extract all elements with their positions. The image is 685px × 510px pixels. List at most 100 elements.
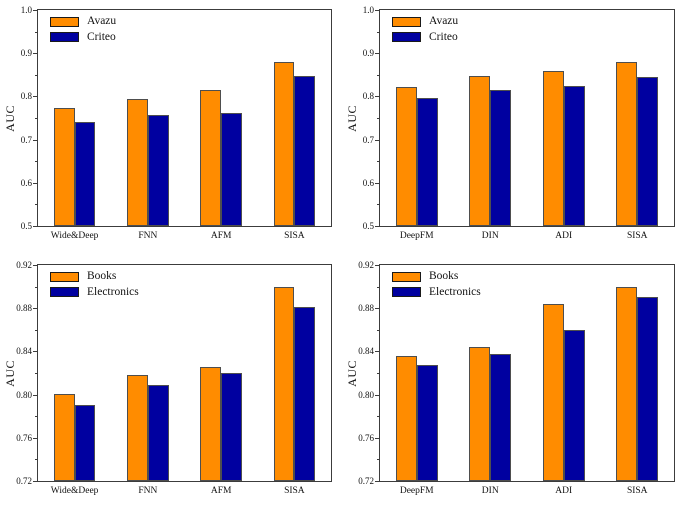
bar-electronics-fnn — [147, 384, 169, 481]
bar-avazu-din — [469, 75, 491, 226]
y-tick-label: 0.7 — [20, 134, 32, 145]
bar-books-wide&deep — [53, 393, 75, 481]
y-tick-label: 0.6 — [20, 177, 32, 188]
legend: Books Electronics — [50, 270, 139, 299]
legend-swatch-books — [392, 271, 421, 282]
y-tick-major — [33, 182, 38, 184]
y-tick-major — [375, 265, 380, 266]
y-tick-label: 0.84 — [16, 346, 32, 357]
bar-books-deepfm — [395, 355, 417, 481]
legend-swatch-electronics — [392, 287, 421, 298]
y-axis-label: AUC — [345, 264, 360, 482]
chart-top-right: AUC 0.5 0.6 0.7 0.8 0.9 1.0 DeepFM DIN ADI SISA Av… — [342, 0, 685, 255]
y-tick-label: 0.84 — [358, 346, 374, 357]
bar-electronics-sisa — [294, 307, 316, 481]
bar-avazu-deepfm — [395, 86, 417, 226]
legend-item-electronics: Electronics — [50, 286, 139, 299]
bar-criteo-fnn — [147, 114, 169, 226]
y-tick-minor — [35, 118, 38, 119]
y-tick-major — [375, 308, 380, 310]
y-tick-label: 0.7 — [362, 134, 374, 145]
legend-item-electronics: Electronics — [392, 285, 481, 299]
y-tick-major — [375, 226, 380, 227]
legend-label-electronics: Electronics — [429, 285, 481, 298]
y-axis-label: AUC — [3, 264, 18, 482]
legend: Avazu Criteo — [392, 15, 458, 43]
y-tick-label: 0.80 — [358, 389, 374, 400]
y-tick-major — [33, 96, 38, 98]
plot-area: 0.5 0.6 0.7 0.8 0.9 1.0 Wide&Deep FNN AFM SISA Ava… — [21, 5, 332, 241]
x-category-label: AFM — [210, 486, 232, 496]
legend-label-avazu: Avazu — [87, 15, 117, 27]
plot-area: 0.5 0.6 0.7 0.8 0.9 1.0 DeepFM DIN ADI SISA Avazu C… — [363, 5, 675, 241]
legend-swatch-avazu — [392, 16, 421, 27]
y-tick-major — [375, 96, 380, 98]
y-tick-minor — [35, 416, 38, 418]
y-tick-label: 0.5 — [362, 221, 374, 231]
y-tick-major — [33, 10, 38, 11]
y-tick-major — [33, 308, 38, 310]
x-category-label: DeepFM — [399, 486, 434, 496]
y-tick-major — [375, 10, 380, 11]
y-tick-label: 0.76 — [358, 432, 374, 443]
y-tick-minor — [377, 74, 380, 76]
bar-criteo-adi — [563, 86, 585, 226]
chart-top-left: AUC 0.5 0.6 0.7 0.8 0.9 1.0 Wide&Deep FNN AFM SIS… — [0, 0, 342, 255]
y-tick-major — [33, 265, 38, 266]
bar-books-din — [469, 347, 491, 481]
y-tick-major — [375, 351, 380, 353]
bar-electronics-deepfm — [416, 365, 438, 481]
y-tick-major — [375, 139, 380, 141]
y-tick-major — [375, 481, 380, 482]
x-category-label: Wide&Deep — [50, 231, 99, 241]
y-tick-minor — [35, 329, 38, 331]
legend-item-avazu: Avazu — [50, 15, 117, 28]
y-tick-minor — [35, 373, 38, 374]
x-category-label: SISA — [284, 486, 305, 496]
x-category-label: FNN — [138, 231, 158, 241]
x-category-label: DeepFM — [399, 231, 434, 241]
y-tick-minor — [377, 373, 380, 374]
bar-criteo-din — [490, 90, 512, 226]
bar-avazu-adi — [542, 70, 564, 226]
x-category-label: FNN — [138, 486, 158, 496]
y-tick-minor — [35, 74, 38, 76]
bar-criteo-afm — [221, 112, 242, 226]
legend: Avazu Criteo — [50, 15, 117, 43]
bar-criteo-deepfm — [416, 98, 438, 226]
x-category-label: ADI — [555, 231, 573, 241]
x-category-label: DIN — [481, 486, 499, 496]
legend-label-books: Books — [87, 270, 117, 282]
y-tick-minor — [377, 204, 380, 206]
legend-label-books: Books — [429, 270, 459, 282]
y-tick-label: 0.9 — [362, 48, 374, 59]
x-category-label: Wide&Deep — [50, 486, 99, 496]
y-tick-major — [33, 139, 38, 141]
y-axis-label-text: AUC — [345, 359, 359, 387]
y-tick-major — [33, 481, 38, 482]
y-tick-minor — [377, 286, 380, 288]
y-tick-label: 0.92 — [358, 260, 374, 270]
chart-bottom-right: AUC 0.72 0.76 0.80 0.84 0.88 0.92 DeepFM DIN ADI… — [342, 255, 685, 510]
y-tick-major — [375, 437, 380, 439]
y-tick-label: 0.8 — [362, 91, 374, 102]
y-tick-label: 0.6 — [362, 177, 374, 188]
y-tick-major — [375, 53, 380, 55]
y-tick-minor — [377, 31, 380, 33]
legend: Books Electronics — [392, 270, 481, 299]
bar-criteo-sisa — [637, 76, 659, 226]
y-tick-label: 0.5 — [20, 221, 32, 231]
y-tick-label: 0.9 — [20, 48, 32, 59]
bar-avazu-wide&deep — [53, 108, 75, 226]
y-tick-label: 0.72 — [16, 476, 32, 486]
y-tick-minor — [377, 329, 380, 331]
x-category-label: AFM — [210, 231, 232, 241]
bar-electronics-din — [490, 353, 512, 481]
bar-criteo-sisa — [294, 76, 316, 226]
y-tick-label: 0.80 — [16, 389, 32, 400]
legend-swatch-avazu — [50, 16, 79, 27]
legend-label-criteo: Criteo — [87, 30, 116, 43]
y-tick-minor — [35, 286, 38, 288]
plot-area: 0.72 0.76 0.80 0.84 0.88 0.92 Wide&Deep FNN AFM S… — [16, 260, 332, 496]
